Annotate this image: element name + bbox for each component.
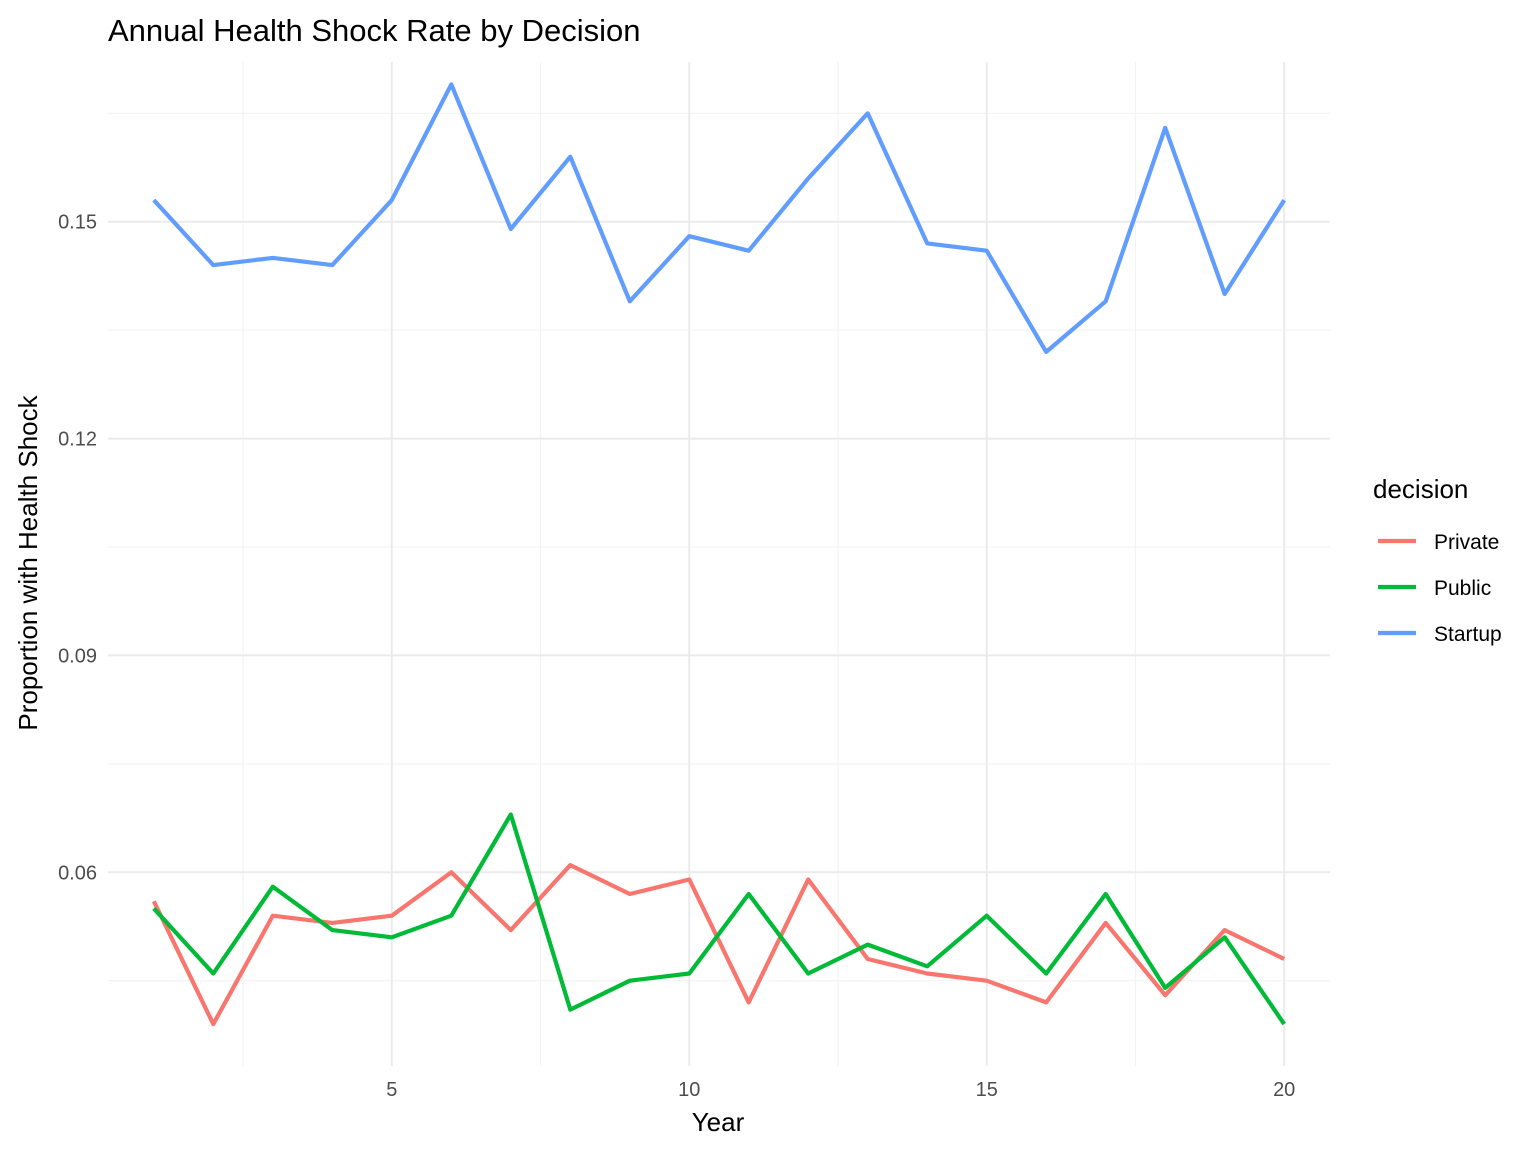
series-line-public [152,812,1286,1026]
y-tick-label: 0.15 [58,212,97,234]
x-tick-label: 20 [1273,1079,1295,1101]
series-line-private [151,862,1286,1027]
plot-series [151,82,1286,1027]
x-tick-label: 10 [678,1079,700,1101]
series-line-startup [152,82,1286,354]
y-axis-title: Proportion with Health Shock [13,394,43,730]
y-tick-label: 0.12 [58,429,97,451]
x-tick-label: 15 [976,1079,998,1101]
legend-label-public: Public [1434,577,1491,600]
legend-label-startup: Startup [1434,623,1502,646]
x-tick-label: 5 [386,1079,397,1101]
chart-title: Annual Health Shock Rate by Decision [108,13,640,48]
legend-label-private: Private [1434,531,1499,554]
x-axis-ticks: 5 10 15 20 [386,1079,1295,1101]
y-tick-label: 0.09 [58,645,97,667]
legend: decision Private Public Startup [1373,474,1502,646]
y-axis-ticks: 0.06 0.09 0.12 0.15 [58,212,97,885]
legend-title: decision [1373,474,1468,504]
y-tick-label: 0.06 [58,862,97,884]
x-axis-title: Year [692,1107,745,1137]
grid [108,62,1330,1066]
